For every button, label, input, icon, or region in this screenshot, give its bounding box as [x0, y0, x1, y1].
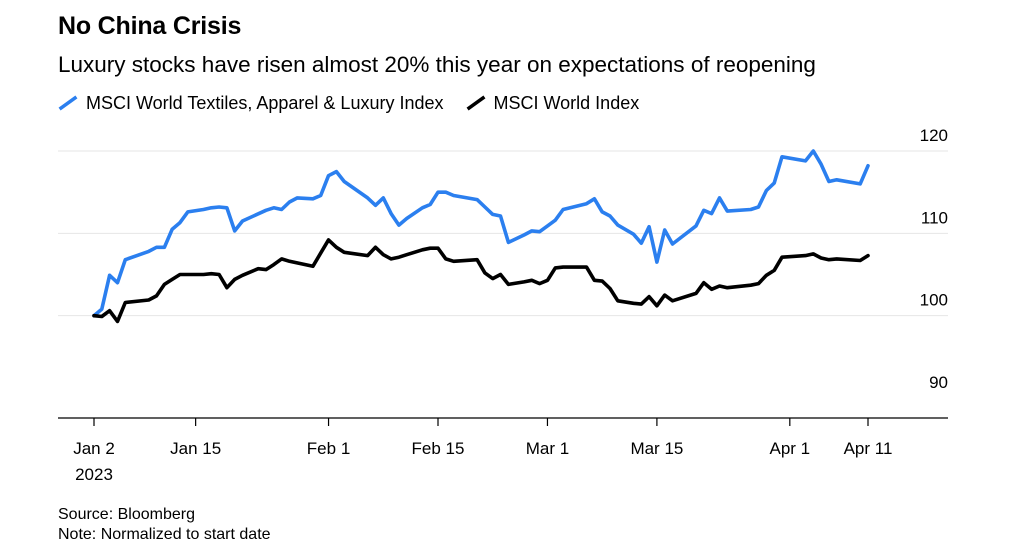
- x-tick-label-4: Mar 1: [526, 439, 569, 458]
- y-tick-label-120: 120: [920, 126, 948, 145]
- source-note: Source: Bloomberg: [58, 506, 195, 523]
- x-tick-sublabel-0: 2023: [75, 465, 113, 484]
- line-chart: 90 100 110 120 Jan 2 2023 Jan 15 Feb 1 Feb 15 Mar…: [58, 126, 948, 484]
- legend: MSCI World Textiles, Apparel & Luxury In…: [58, 91, 661, 115]
- legend-label-luxury: MSCI World Textiles, Apparel & Luxury In…: [86, 92, 444, 113]
- series-line-1: [92, 238, 870, 324]
- y-tick-label-100: 100: [920, 291, 948, 310]
- legend-swatch-luxury: [58, 95, 78, 111]
- legend-label-world: MSCI World Index: [493, 92, 640, 113]
- x-tick-label-5: Mar 15: [630, 439, 683, 458]
- x-tick-label-1: Jan 15: [170, 439, 221, 458]
- x-tick-label-0: Jan 2: [73, 439, 115, 458]
- chart-subtitle: Luxury stocks have risen almost 20% this…: [58, 52, 816, 77]
- normalization-note: Note: Normalized to start date: [58, 526, 271, 543]
- chart-footer: Source: Bloomberg Note: Normalized to st…: [58, 505, 271, 545]
- y-tick-label-90: 90: [929, 373, 948, 392]
- y-tick-label-110: 110: [921, 208, 948, 227]
- series-line-0: [92, 149, 870, 318]
- x-tick-label-3: Feb 15: [412, 439, 465, 458]
- chart-title: No China Crisis: [58, 12, 242, 40]
- x-tick-label-2: Feb 1: [307, 439, 350, 458]
- x-tick-label-6: Apr 1: [769, 439, 810, 458]
- legend-item-world: MSCI World Index: [466, 92, 640, 114]
- x-tick-label-7: Apr 11: [844, 439, 893, 458]
- legend-item-luxury: MSCI World Textiles, Apparel & Luxury In…: [58, 93, 444, 114]
- legend-swatch-world: [466, 95, 486, 111]
